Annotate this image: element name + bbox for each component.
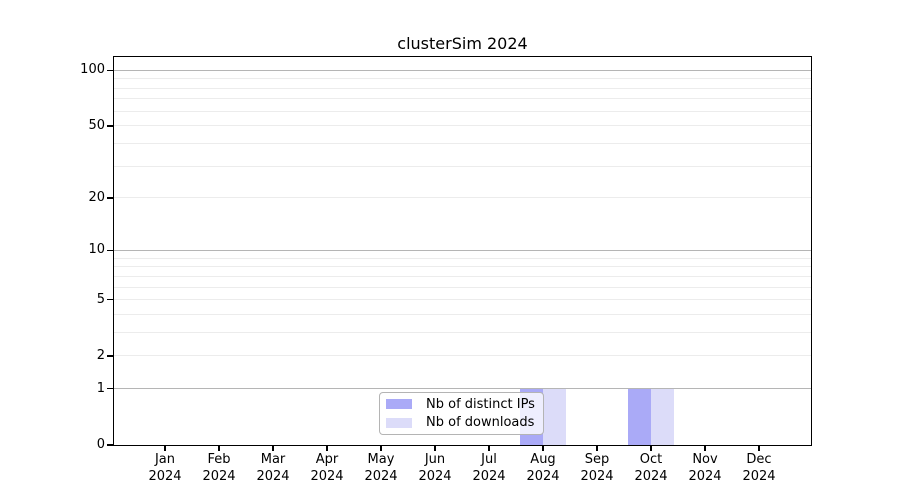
x-tick-month: Aug <box>530 452 556 467</box>
x-tick-year: 2024 <box>364 468 398 484</box>
x-tick-label: Oct 2024 <box>621 452 681 485</box>
x-tick-label: Feb 2024 <box>189 452 249 485</box>
x-tick-label: Dec 2024 <box>729 452 789 485</box>
gridline-minor <box>114 98 811 100</box>
bar-downloads <box>543 388 566 445</box>
gridline-minor <box>114 355 811 357</box>
x-tick-label: May 2024 <box>351 452 411 485</box>
x-tick-mark <box>326 445 328 451</box>
gridline-minor <box>114 78 811 80</box>
x-tick-month: Oct <box>639 452 663 467</box>
gridline-minor <box>114 331 811 333</box>
x-tick-year: 2024 <box>418 468 452 484</box>
x-tick-label: Mar 2024 <box>243 452 303 485</box>
x-tick-month: Mar <box>260 452 286 467</box>
legend-label-downloads: Nb of downloads <box>426 415 535 431</box>
gridline-minor <box>114 286 811 288</box>
y-tick-label: 2 <box>96 347 105 363</box>
gridline-minor <box>114 313 811 315</box>
y-tick-label: 20 <box>88 189 105 205</box>
x-tick-label: Aug 2024 <box>513 452 573 485</box>
gridline-minor <box>114 165 811 167</box>
x-tick-month: Feb <box>207 452 231 467</box>
gridline-major <box>114 249 811 251</box>
x-tick-year: 2024 <box>256 468 290 484</box>
x-tick-mark <box>434 445 436 451</box>
x-tick-year: 2024 <box>634 468 668 484</box>
x-tick-mark <box>650 445 652 451</box>
y-tick-label: 10 <box>88 242 105 258</box>
y-tick-mark <box>107 69 113 72</box>
gridline-minor <box>114 110 811 112</box>
x-tick-year: 2024 <box>580 468 614 484</box>
x-tick-year: 2024 <box>202 468 236 484</box>
x-tick-mark <box>704 445 706 451</box>
gridline-minor <box>114 266 811 268</box>
gridline-minor <box>114 275 811 277</box>
legend-swatch-distinct-ips <box>386 399 412 410</box>
legend-label-distinct-ips: Nb of distinct IPs <box>426 396 535 412</box>
x-tick-label: Jul 2024 <box>459 452 519 485</box>
gridline-minor <box>114 125 811 127</box>
x-tick-month: Jul <box>481 452 497 467</box>
bar-downloads <box>651 388 674 445</box>
x-tick-year: 2024 <box>472 468 506 484</box>
x-tick-month: Apr <box>315 452 339 467</box>
gridline-minor <box>114 257 811 259</box>
gridline-major <box>114 69 811 71</box>
y-tick-label: 1 <box>96 380 105 396</box>
plot-area <box>113 56 812 446</box>
x-tick-mark <box>758 445 760 451</box>
x-tick-mark <box>596 445 598 451</box>
x-tick-year: 2024 <box>310 468 344 484</box>
y-tick-label: 5 <box>96 291 105 307</box>
y-tick-mark <box>107 355 113 357</box>
x-tick-month: Jan <box>154 452 176 467</box>
gridline-minor <box>114 143 811 144</box>
y-tick-mark <box>107 387 113 390</box>
bar-distinct-ips <box>628 388 651 445</box>
chart-title: clusterSim 2024 <box>397 34 528 53</box>
legend-item-distinct-ips: Nb of distinct IPs <box>386 395 541 414</box>
x-tick-month: Dec <box>746 452 772 467</box>
y-tick-mark <box>107 125 113 127</box>
legend: Nb of distinct IPs Nb of downloads <box>379 392 544 435</box>
x-tick-label: Apr 2024 <box>297 452 357 485</box>
x-tick-year: 2024 <box>742 468 776 484</box>
x-tick-mark <box>272 445 274 451</box>
x-tick-label: Nov 2024 <box>675 452 735 485</box>
y-tick-label: 50 <box>88 117 105 133</box>
x-tick-mark <box>488 445 490 451</box>
y-tick-mark <box>107 298 113 301</box>
y-tick-mark <box>107 197 113 199</box>
x-tick-mark <box>164 445 166 451</box>
gridline-minor <box>114 87 811 89</box>
legend-swatch-downloads <box>386 417 412 428</box>
y-tick-label: 0 <box>96 437 105 452</box>
x-tick-year: 2024 <box>688 468 722 484</box>
x-tick-mark <box>218 445 220 451</box>
x-tick-mark <box>380 445 382 451</box>
x-tick-month: Jun <box>424 452 446 467</box>
x-tick-mark <box>542 445 544 451</box>
y-tick-mark <box>107 249 113 252</box>
x-tick-label: Jun 2024 <box>405 452 465 485</box>
gridline-major <box>114 388 811 390</box>
x-tick-year: 2024 <box>526 468 560 484</box>
legend-item-downloads: Nb of downloads <box>386 414 541 433</box>
x-tick-month: May <box>367 452 395 467</box>
x-tick-label: Jan 2024 <box>135 452 195 485</box>
x-tick-month: Nov <box>692 452 718 467</box>
x-tick-month: Sep <box>584 452 610 467</box>
y-tick-label: 100 <box>80 62 105 78</box>
gridline-minor <box>114 197 811 199</box>
x-tick-label: Sep 2024 <box>567 452 627 485</box>
y-tick-mark <box>107 444 113 446</box>
gridline-minor <box>114 299 811 301</box>
x-tick-year: 2024 <box>148 468 182 484</box>
